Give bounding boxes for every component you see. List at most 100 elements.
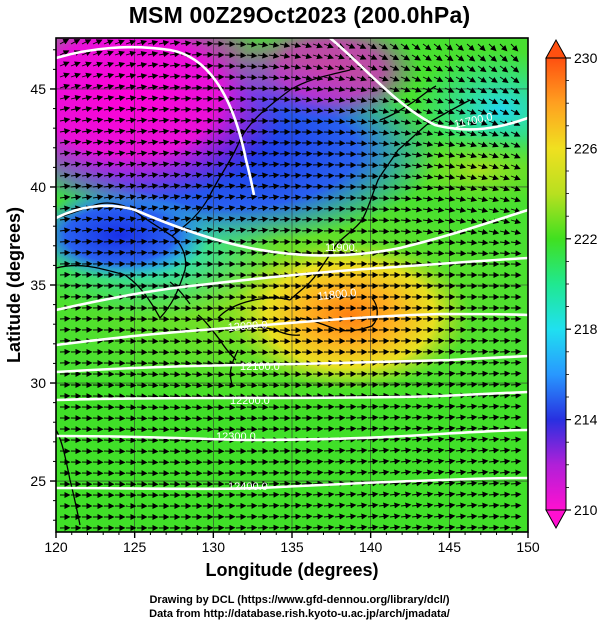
wind-arrow [125,128,137,135]
wind-arrow [136,117,148,124]
wind-arrow [477,98,488,104]
wind-arrow [378,129,390,136]
wind-arrow [345,43,356,49]
wind-arrow [235,183,247,190]
wind-arrow [213,172,225,179]
wind-arrow [70,227,82,234]
wind-arrow [246,338,258,345]
wind-arrow [158,371,170,378]
wind-arrow [103,117,115,124]
wind-arrow [125,194,137,201]
wind-arrow [345,118,357,125]
wind-arrow [191,172,203,179]
wind-arrow [246,63,258,70]
wind-arrow [136,161,148,168]
wind-arrow [81,95,93,101]
wind-arrow [422,54,432,61]
wind-arrow [290,480,302,487]
wind-arrow [301,183,313,190]
wind-arrow [103,238,115,245]
wind-arrow [422,184,434,191]
wind-arrow [191,227,203,234]
wind-arrow [499,109,510,115]
wind-arrow [367,43,378,50]
wind-arrow [367,151,379,158]
wind-arrow [433,108,444,115]
wind-arrow [301,53,313,60]
wind-arrow [191,128,203,135]
wind-arrow [169,205,181,212]
wind-arrow [92,39,103,45]
wind-arrow [235,194,247,201]
wind-arrow [70,83,82,90]
wind-arrow [114,194,126,201]
wind-arrow [323,53,334,60]
wind-arrow [488,229,500,235]
wind-arrow [455,87,466,93]
wind-arrow [114,84,126,91]
wind-arrow [444,97,455,104]
wind-arrow [323,183,335,190]
wind-arrow [477,185,489,192]
wind-arrow [147,371,159,378]
contour-label: 12200.0 [230,395,270,407]
credit-data: Data from http://database.rish.kyoto-u.a… [149,608,450,620]
wind-arrow [158,448,170,455]
wind-arrow [444,119,455,126]
wind-arrow [290,205,302,212]
wind-arrow [169,51,181,58]
wind-arrow [202,415,214,422]
wind-arrow [224,349,236,356]
wind-arrow [70,72,81,79]
wind-arrow [246,52,258,59]
wind-arrow [257,139,269,146]
wind-arrow [466,185,478,192]
wind-arrow [411,206,423,213]
wind-arrow [235,41,247,48]
wind-arrow [268,139,280,146]
wind-arrow [499,131,510,137]
wind-arrow [422,87,433,93]
wind-arrow [400,97,411,104]
wind-arrow [433,359,445,366]
wind-arrow [433,152,445,158]
wind-arrow [70,249,82,256]
wind-arrow [125,139,137,146]
wind-arrow [422,97,433,104]
wind-arrow [180,183,192,190]
wind-arrow [224,183,236,190]
wind-arrow [125,39,136,46]
wind-arrow [378,108,390,114]
wind-arrow [136,95,148,102]
wind-arrow [378,140,390,147]
wind-arrow [455,130,466,137]
wind-arrow [257,52,269,59]
wind-arrow [301,172,313,179]
wind-arrow [466,76,476,83]
wind-arrow [125,426,137,433]
wind-arrow [136,393,148,400]
wind-arrow [268,502,280,509]
wind-arrow [213,150,225,157]
wind-arrow [125,238,137,245]
wind-arrow [92,183,104,190]
wind-arrow [367,54,378,60]
credit-drawing: Drawing by DCL (https://www.gfd-dennou.o… [149,594,450,606]
wind-arrow [268,52,280,59]
wind-arrow [169,128,181,135]
wind-arrow [180,73,192,80]
wind-arrow [136,227,148,234]
wind-arrow [202,382,214,389]
wind-arrow [191,106,203,113]
wind-arrow [213,128,225,135]
wind-arrow [235,338,247,345]
wind-arrow [389,54,400,61]
wind-arrow [268,205,280,212]
wind-arrow [499,98,510,105]
wind-arrow [323,205,335,212]
contour-label: 12400.0 [228,481,268,493]
wind-arrow [400,140,412,147]
wind-arrow [169,139,181,146]
wind-arrow [323,194,335,201]
wind-arrow [202,227,214,234]
